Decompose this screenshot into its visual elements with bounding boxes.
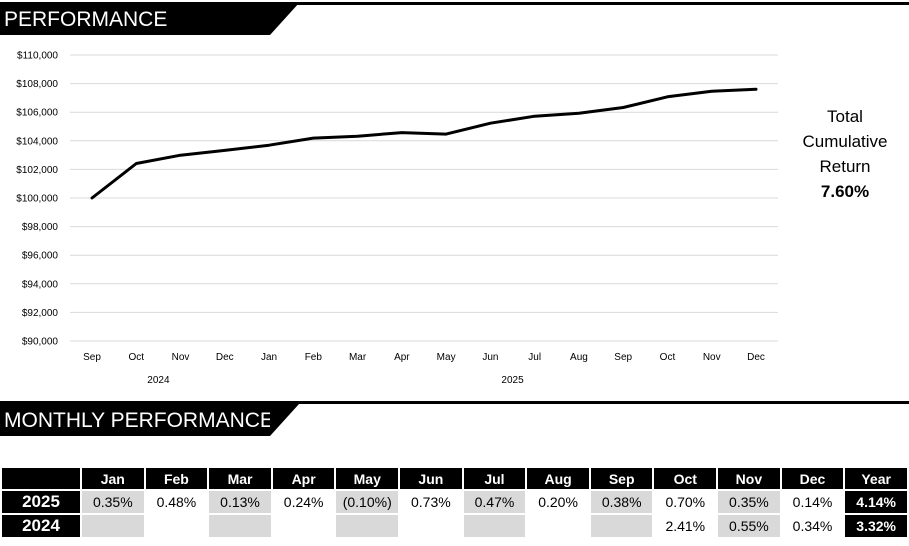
header-cell-year: Year xyxy=(845,468,907,489)
table-cell-sep: 0.38% xyxy=(590,491,653,513)
y-tick-label: $96,000 xyxy=(22,251,59,262)
table-cell-may xyxy=(336,515,399,537)
y-tick-label: $102,000 xyxy=(16,165,58,176)
header-cell-jun: Jun xyxy=(400,468,462,489)
performance-line-chart: $90,000 $92,000 $94,000 $96,000 $98,000 $100,… xyxy=(16,51,778,386)
performance-header-rule xyxy=(0,2,909,5)
table-cell-oct: 2.41% xyxy=(665,518,706,534)
table-cell-jan xyxy=(82,515,144,537)
table-cell-year-total: 3.32% xyxy=(845,515,907,537)
x-tick-label: Nov xyxy=(703,352,721,363)
chart-y-axis-labels: $90,000 $92,000 $94,000 $96,000 $98,000 $100,… xyxy=(16,51,58,348)
y-tick-label: $108,000 xyxy=(16,79,58,90)
y-tick-label: $100,000 xyxy=(16,194,58,205)
header-cell-may: May xyxy=(336,468,399,489)
table-cell-nov: 0.55% xyxy=(718,515,780,537)
x-tick-label: Oct xyxy=(128,352,144,363)
chart-x-axis-labels: Sep Oct Nov Dec Jan Feb Mar Apr May Jun Jul Aug Sep O… xyxy=(83,352,765,363)
y-tick-label: $94,000 xyxy=(22,279,59,290)
monthly-title-tab xyxy=(270,404,299,436)
header-cell-jul: Jul xyxy=(463,468,526,489)
performance-section-title: PERFORMANCE xyxy=(0,3,270,35)
monthly-header-rule xyxy=(0,401,909,404)
x-tick-label: Apr xyxy=(394,352,410,363)
table-cell-mar xyxy=(209,515,271,537)
total-cumulative-return: Total Cumulative Return 7.60% xyxy=(790,104,900,204)
x-tick-label: Mar xyxy=(349,352,367,363)
total-label-line3: Return xyxy=(819,157,871,176)
chart-gridlines xyxy=(70,54,778,342)
x-tick-label: Dec xyxy=(747,352,765,363)
x-tick-label: Nov xyxy=(172,352,190,363)
header-cell-dec: Dec xyxy=(781,468,844,489)
table-cell-apr xyxy=(273,515,335,537)
series-line xyxy=(90,87,758,200)
table-cell-feb: 0.48% xyxy=(156,494,197,510)
table-row-2025: 2025 0.35% 0.48% 0.13% 0.24% (0.10%) 0.7… xyxy=(2,491,907,513)
table-cell-apr: 0.24% xyxy=(283,494,324,510)
table-cell-mar: 0.13% xyxy=(209,491,271,513)
y-tick-label: $106,000 xyxy=(16,108,58,119)
header-cell-nov: Nov xyxy=(718,468,780,489)
table-cell-year-total: 4.14% xyxy=(845,491,907,513)
table-cell-jun xyxy=(400,515,462,537)
total-return-value: 7.60% xyxy=(820,182,870,201)
x-tick-label: Jul xyxy=(528,352,541,363)
table-cell-sep xyxy=(590,515,653,537)
header-cell-blank xyxy=(2,468,80,489)
monthly-section-title: MONTHLY PERFORMANCE xyxy=(0,404,274,436)
x-year-label: 2024 xyxy=(147,375,170,386)
header-cell-aug: Aug xyxy=(527,468,589,489)
row-year-label: 2025 xyxy=(2,491,80,513)
header-cell-oct: Oct xyxy=(654,468,717,489)
x-tick-label: Aug xyxy=(570,352,588,363)
table-cell-aug xyxy=(527,515,589,537)
x-year-label: 2025 xyxy=(501,375,524,386)
table-cell-dec: 0.14% xyxy=(792,494,833,510)
y-tick-label: $110,000 xyxy=(17,51,58,62)
x-tick-label: Oct xyxy=(660,352,676,363)
y-tick-label: $90,000 xyxy=(22,337,59,348)
y-tick-label: $92,000 xyxy=(22,308,59,319)
table-cell-jan: 0.35% xyxy=(82,491,144,513)
header-cell-feb: Feb xyxy=(145,468,208,489)
x-tick-label: Sep xyxy=(614,352,632,363)
header-cell-jan: Jan xyxy=(82,468,144,489)
table-row-2024: 2024 2.41% 0.55% 0.34% 3.32% xyxy=(2,515,907,537)
x-tick-label: Jun xyxy=(482,352,498,363)
x-tick-label: Sep xyxy=(83,352,101,363)
row-year-label: 2024 xyxy=(2,515,80,537)
x-tick-label: Feb xyxy=(305,352,323,363)
monthly-header-row: Jan Feb Mar Apr May Jun Jul Aug Sep Oct … xyxy=(2,468,907,489)
table-cell-feb xyxy=(146,515,208,537)
table-cell-nov: 0.35% xyxy=(718,491,780,513)
table-cell-aug: 0.20% xyxy=(538,494,578,510)
performance-title-tab xyxy=(270,3,299,35)
table-cell-dec: 0.34% xyxy=(792,518,833,534)
header-cell-sep: Sep xyxy=(590,468,653,489)
table-cell-may: (0.10%) xyxy=(336,491,399,513)
chart-year-labels: 2024 2025 xyxy=(147,375,524,386)
y-tick-label: $104,000 xyxy=(16,136,58,147)
header-cell-mar: Mar xyxy=(209,468,271,489)
table-cell-jul: 0.47% xyxy=(463,491,526,513)
table-cell-jun: 0.73% xyxy=(411,494,451,510)
x-tick-label: May xyxy=(437,352,456,363)
x-tick-label: Dec xyxy=(216,352,234,363)
total-label-line2: Cumulative xyxy=(802,132,888,151)
header-cell-apr: Apr xyxy=(272,468,335,489)
table-cell-oct: 0.70% xyxy=(665,494,706,510)
chart-series xyxy=(90,87,758,200)
monthly-performance-table: Jan Feb Mar Apr May Jun Jul Aug Sep Oct … xyxy=(0,466,909,539)
table-cell-jul xyxy=(463,515,526,537)
y-tick-label: $98,000 xyxy=(22,222,59,233)
x-tick-label: Jan xyxy=(261,352,277,363)
total-label-line1: Total xyxy=(827,107,863,126)
